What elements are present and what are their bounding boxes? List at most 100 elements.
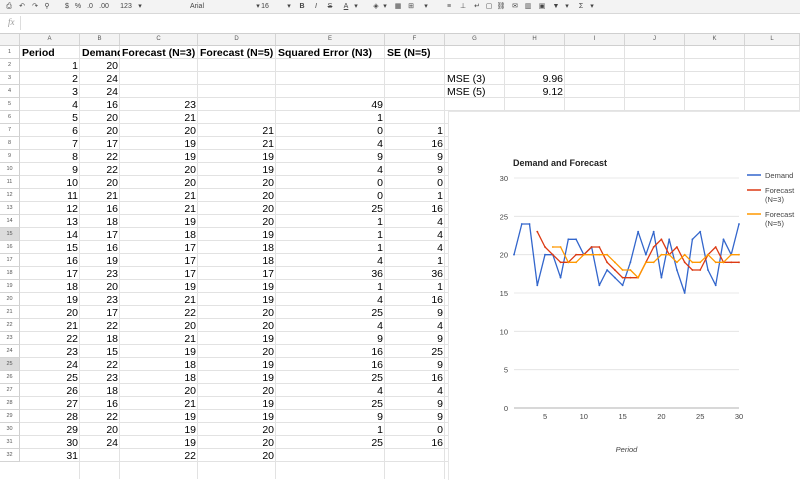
- cell-period[interactable]: 11: [67, 190, 78, 202]
- cell-forecast-n5[interactable]: 19: [262, 281, 274, 293]
- cell-se-n5[interactable]: 9: [437, 398, 443, 410]
- increase-decimals-button[interactable]: .00: [99, 3, 109, 10]
- cell-se-n5[interactable]: 4: [437, 320, 443, 332]
- cell-se-n5[interactable]: 1: [437, 125, 443, 137]
- mse-label[interactable]: MSE (5): [447, 86, 486, 98]
- cell-period[interactable]: 2: [72, 73, 78, 85]
- cell-forecast-n5[interactable]: 19: [262, 359, 274, 371]
- currency-format-button[interactable]: $: [65, 3, 69, 10]
- column-header-l[interactable]: L: [745, 34, 800, 45]
- row-header-6[interactable]: 6: [0, 111, 20, 124]
- cell-period[interactable]: 24: [66, 359, 78, 371]
- cell-squared-error-n3[interactable]: 25: [371, 203, 383, 215]
- cell-period[interactable]: 30: [66, 437, 78, 449]
- row-header-32[interactable]: 32: [0, 449, 20, 462]
- cell-demand[interactable]: 20: [106, 112, 118, 124]
- cell-squared-error-n3[interactable]: 1: [377, 112, 383, 124]
- cell-demand[interactable]: 19: [106, 255, 118, 267]
- cell-forecast-n5[interactable]: 19: [262, 411, 274, 423]
- row-header-21[interactable]: 21: [0, 306, 20, 319]
- row-header-14[interactable]: 14: [0, 215, 20, 228]
- select-all-corner[interactable]: [0, 34, 20, 45]
- cell-se-n5[interactable]: 25: [431, 346, 443, 358]
- cell-period[interactable]: 20: [66, 307, 78, 319]
- bold-button[interactable]: B: [299, 3, 305, 10]
- cell-period[interactable]: 4: [72, 99, 78, 111]
- row-header-11[interactable]: 11: [0, 176, 20, 189]
- cell-period[interactable]: 10: [66, 177, 78, 189]
- cell-period[interactable]: 8: [72, 151, 78, 163]
- cell-forecast-n5[interactable]: 19: [262, 398, 274, 410]
- cell-demand[interactable]: 22: [106, 164, 118, 176]
- borders-icon[interactable]: ▦: [394, 3, 402, 10]
- row-header-13[interactable]: 13: [0, 202, 20, 215]
- column-header-f[interactable]: F: [385, 34, 445, 45]
- cell-squared-error-n3[interactable]: 9: [377, 333, 383, 345]
- row-header-29[interactable]: 29: [0, 410, 20, 423]
- cell-forecast-n3[interactable]: 21: [184, 203, 196, 215]
- merge-cells-icon[interactable]: ⊞: [408, 3, 414, 10]
- insert-image-icon[interactable]: ▣: [538, 3, 546, 10]
- functions-button[interactable]: Σ: [578, 3, 584, 10]
- cell-se-n5[interactable]: 1: [437, 255, 443, 267]
- cell-forecast-n3[interactable]: 21: [184, 112, 196, 124]
- row-header-8[interactable]: 8: [0, 137, 20, 150]
- cell-squared-error-n3[interactable]: 1: [377, 229, 383, 241]
- cell-forecast-n3[interactable]: 19: [184, 411, 196, 423]
- row-header-20[interactable]: 20: [0, 293, 20, 306]
- filter-icon[interactable]: ▼: [552, 3, 560, 10]
- cell-forecast-n5[interactable]: 20: [262, 203, 274, 215]
- cell-se-n5[interactable]: 16: [431, 203, 443, 215]
- cell-period[interactable]: 28: [66, 411, 78, 423]
- cell-squared-error-n3[interactable]: 9: [377, 151, 383, 163]
- text-color-chevron-icon[interactable]: ▾: [354, 3, 358, 10]
- cell-squared-error-n3[interactable]: 4: [377, 294, 383, 306]
- cell-forecast-n5[interactable]: 20: [262, 177, 274, 189]
- cell-period[interactable]: 31: [66, 450, 78, 462]
- cell-se-n5[interactable]: 9: [437, 151, 443, 163]
- cell-period[interactable]: 5: [72, 112, 78, 124]
- cell-forecast-n5[interactable]: 20: [262, 216, 274, 228]
- cell-demand[interactable]: 22: [106, 359, 118, 371]
- chevron-down-icon[interactable]: ▾: [138, 3, 142, 10]
- cell-period[interactable]: 15: [66, 242, 78, 254]
- cell-forecast-n5[interactable]: 20: [262, 307, 274, 319]
- row-header-17[interactable]: 17: [0, 254, 20, 267]
- cell-period[interactable]: 1: [72, 60, 78, 72]
- cell-squared-error-n3[interactable]: 0: [377, 125, 383, 137]
- cell-forecast-n3[interactable]: 20: [184, 177, 196, 189]
- cell-period[interactable]: 26: [66, 385, 78, 397]
- cell-se-n5[interactable]: 0: [437, 424, 443, 436]
- header-demand[interactable]: Demand: [82, 47, 120, 59]
- cell-forecast-n5[interactable]: 20: [262, 385, 274, 397]
- italic-button[interactable]: I: [315, 3, 317, 10]
- cell-se-n5[interactable]: 4: [437, 385, 443, 397]
- row-header-19[interactable]: 19: [0, 280, 20, 293]
- font-family-select[interactable]: Arial: [190, 3, 205, 10]
- cell-forecast-n5[interactable]: 18: [262, 242, 274, 254]
- font-size-select[interactable]: 16: [261, 3, 269, 10]
- row-header-9[interactable]: 9: [0, 150, 20, 163]
- cell-demand[interactable]: 22: [106, 411, 118, 423]
- cell-forecast-n5[interactable]: 19: [262, 294, 274, 306]
- cell-period[interactable]: 13: [66, 216, 78, 228]
- cell-demand[interactable]: 18: [106, 216, 118, 228]
- cell-squared-error-n3[interactable]: 49: [371, 99, 383, 111]
- row-header-31[interactable]: 31: [0, 436, 20, 449]
- header-forecast-n3[interactable]: Forecast (N=3): [122, 47, 196, 59]
- row-header-5[interactable]: 5: [0, 98, 20, 111]
- cell-se-n5[interactable]: 16: [431, 294, 443, 306]
- cell-period[interactable]: 23: [66, 346, 78, 358]
- column-header-a[interactable]: A: [20, 34, 80, 45]
- cell-forecast-n5[interactable]: 19: [262, 372, 274, 384]
- cell-squared-error-n3[interactable]: 9: [377, 411, 383, 423]
- cell-forecast-n5[interactable]: 20: [262, 346, 274, 358]
- row-header-12[interactable]: 12: [0, 189, 20, 202]
- cell-forecast-n5[interactable]: 19: [262, 229, 274, 241]
- merge-chevron-icon[interactable]: ▾: [424, 3, 428, 10]
- cell-forecast-n5[interactable]: 19: [262, 164, 274, 176]
- paint-format-icon[interactable]: ⚲: [44, 3, 50, 10]
- cell-demand[interactable]: 24: [106, 437, 118, 449]
- cell-forecast-n3[interactable]: 19: [184, 281, 196, 293]
- row-header-16[interactable]: 16: [0, 241, 20, 254]
